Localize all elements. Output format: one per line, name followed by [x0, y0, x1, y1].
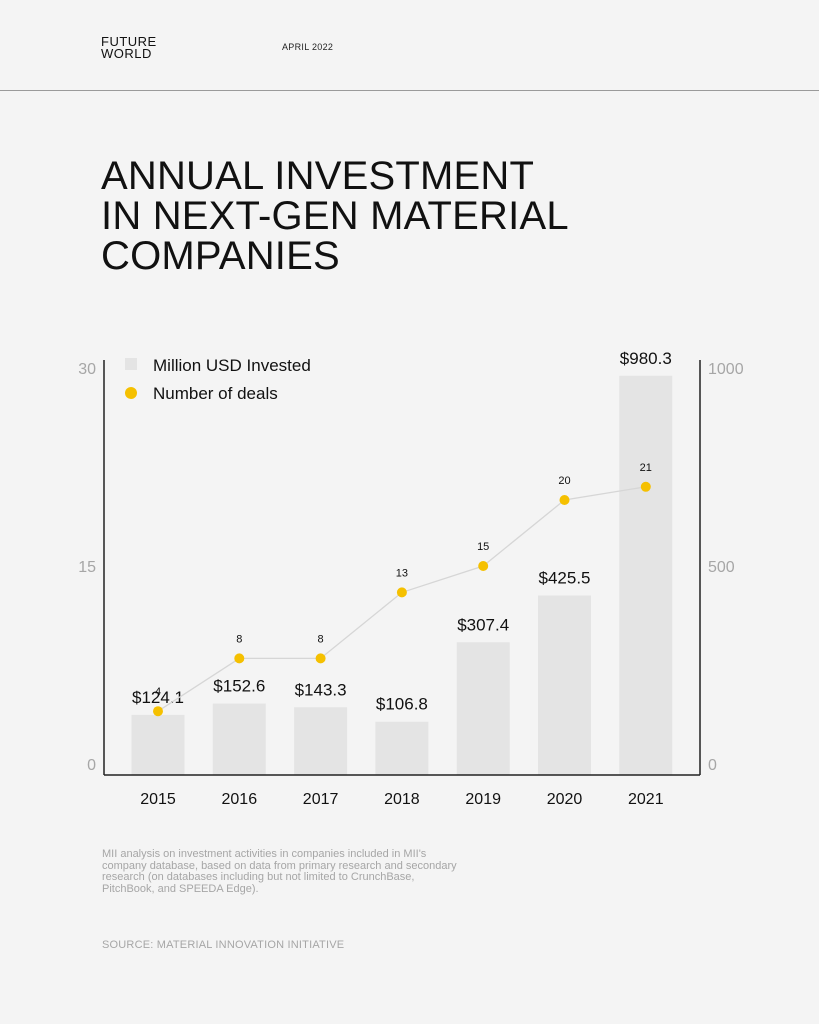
deals-point-2018: [396, 587, 407, 598]
x-axis-label-2021: 2021: [628, 791, 664, 808]
bar-2017: [294, 707, 348, 775]
x-axis-label-2015: 2015: [140, 791, 176, 808]
deals-point-2021: [640, 481, 651, 492]
bar-value-label-2021: $980.3: [620, 349, 672, 368]
deals-value-label-2016: 8: [236, 633, 242, 645]
x-axis-label-2019: 2019: [465, 791, 501, 808]
left-axis-tick-15: 15: [78, 559, 96, 576]
bar-2016: [212, 703, 266, 775]
bar-2018: [375, 721, 429, 775]
x-axis-label-2018: 2018: [384, 791, 420, 808]
title-line-2: IN NEXT-GEN MATERIAL: [101, 194, 569, 238]
bar-value-label-2016: $152.6: [213, 677, 265, 696]
logo-line-2: WORLD: [101, 46, 152, 61]
left-axis-tick-0: 0: [87, 757, 96, 774]
bar-value-label-2018: $106.8: [376, 695, 428, 714]
future-world-logo: FUTURE WORLD: [101, 34, 157, 61]
deals-point-2016: [234, 653, 245, 664]
bar-2021: [619, 375, 673, 775]
header-divider: [0, 90, 819, 91]
bar-value-label-2020: $425.5: [539, 569, 591, 588]
left-axis-tick-30: 30: [78, 361, 96, 378]
bar-value-label-2019: $307.4: [457, 615, 509, 634]
methodology-footnote: MII analysis on investment activities in…: [102, 848, 457, 895]
right-axis-tick-0: 0: [708, 757, 717, 774]
deals-value-label-2017: 8: [318, 633, 324, 645]
x-axis-label-2020: 2020: [547, 791, 583, 808]
deals-point-2015: [153, 706, 163, 717]
title-line-3: COMPANIES: [101, 234, 340, 278]
right-axis-tick-1000: 1000: [708, 361, 744, 378]
deals-value-label-2021: 21: [640, 462, 652, 474]
right-axis-tick-500: 500: [708, 559, 735, 576]
deals-value-label-2018: 13: [396, 567, 408, 579]
legend-dot-label: Number of deals: [153, 384, 278, 403]
deals-value-label-2019: 15: [477, 541, 489, 553]
publication-date: APRIL 2022: [282, 42, 334, 52]
source-credit: SOURCE: MATERIAL INNOVATION INITIATIVE: [102, 939, 345, 951]
x-axis-label-2016: 2016: [222, 791, 258, 808]
logo-line-1: FUTURE: [101, 34, 157, 49]
deals-point-2020: [559, 495, 570, 505]
legend-dot-swatch: [125, 387, 137, 399]
deals-point-2017: [315, 653, 326, 664]
legend-bar-label: Million USD Invested: [153, 356, 311, 375]
deals-point-2019: [478, 561, 489, 571]
bar-2020: [538, 595, 591, 775]
legend-bar-swatch: [125, 358, 137, 370]
bar-value-label-2017: $143.3: [295, 680, 347, 699]
deals-value-label-2015: 4: [155, 686, 161, 698]
page-title: ANNUAL INVESTMENT IN NEXT-GEN MATERIAL C…: [101, 156, 721, 276]
bar-2015: [131, 714, 185, 775]
x-axis-label-2017: 2017: [303, 791, 339, 808]
title-line-1: ANNUAL INVESTMENT: [101, 154, 535, 198]
deals-value-label-2020: 20: [558, 475, 570, 487]
bar-2019: [456, 642, 510, 775]
